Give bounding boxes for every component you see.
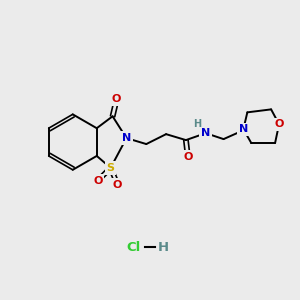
Text: O: O <box>274 119 284 129</box>
Text: O: O <box>93 176 102 186</box>
Text: O: O <box>112 94 121 104</box>
Text: H: H <box>193 119 201 129</box>
Text: N: N <box>201 128 210 138</box>
Text: S: S <box>106 163 115 173</box>
Text: N: N <box>122 133 131 143</box>
Text: Cl: Cl <box>126 241 140 254</box>
Text: O: O <box>183 152 193 162</box>
Text: O: O <box>113 180 122 190</box>
Text: H: H <box>157 241 168 254</box>
Text: N: N <box>239 124 248 134</box>
